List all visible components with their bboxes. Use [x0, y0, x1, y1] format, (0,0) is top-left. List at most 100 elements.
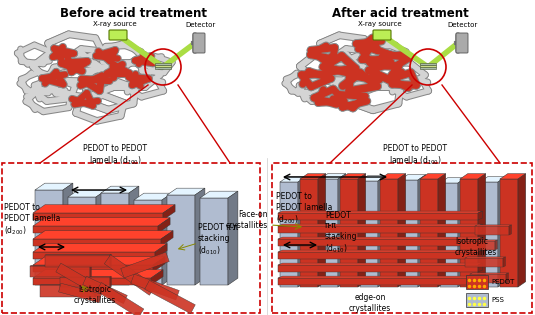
Polygon shape	[33, 226, 158, 233]
Polygon shape	[96, 190, 106, 285]
Polygon shape	[30, 266, 90, 277]
Polygon shape	[278, 239, 478, 246]
Polygon shape	[518, 174, 526, 287]
Polygon shape	[398, 174, 406, 287]
Text: PEDOT to PEDOT
lamella (d$_{100}$): PEDOT to PEDOT lamella (d$_{100}$)	[383, 144, 447, 167]
FancyBboxPatch shape	[109, 30, 127, 40]
Polygon shape	[134, 200, 162, 285]
Polygon shape	[33, 265, 153, 272]
Polygon shape	[478, 174, 486, 287]
Polygon shape	[101, 193, 129, 285]
Polygon shape	[475, 226, 509, 235]
Polygon shape	[278, 265, 478, 272]
Polygon shape	[278, 211, 483, 213]
Polygon shape	[465, 257, 506, 258]
Text: PEDOT to
PEDOT lamella
(d$_{200}$): PEDOT to PEDOT lamella (d$_{200}$)	[4, 203, 60, 237]
Text: Detector: Detector	[448, 22, 478, 28]
Polygon shape	[378, 176, 386, 287]
Polygon shape	[500, 174, 526, 179]
Polygon shape	[33, 231, 173, 239]
Polygon shape	[478, 250, 483, 259]
FancyBboxPatch shape	[2, 163, 260, 313]
Text: PEDOT: PEDOT	[491, 279, 514, 285]
Polygon shape	[155, 243, 167, 259]
Polygon shape	[101, 186, 139, 193]
Polygon shape	[278, 226, 478, 233]
Polygon shape	[503, 257, 506, 267]
Polygon shape	[465, 258, 503, 267]
Polygon shape	[68, 197, 96, 285]
Polygon shape	[480, 177, 506, 182]
Polygon shape	[509, 225, 511, 235]
Polygon shape	[129, 186, 139, 285]
Text: Detector: Detector	[185, 22, 215, 28]
Polygon shape	[110, 277, 111, 287]
Polygon shape	[338, 174, 346, 287]
Polygon shape	[33, 252, 155, 259]
Polygon shape	[478, 276, 483, 285]
Text: X-ray source: X-ray source	[93, 21, 137, 27]
Polygon shape	[506, 273, 508, 283]
Polygon shape	[420, 179, 438, 287]
FancyBboxPatch shape	[466, 293, 488, 307]
Polygon shape	[358, 174, 366, 287]
FancyBboxPatch shape	[373, 30, 391, 40]
Polygon shape	[68, 190, 106, 197]
Polygon shape	[33, 205, 175, 213]
Text: Isotropic
crystallites: Isotropic crystallites	[455, 237, 497, 257]
Polygon shape	[278, 237, 483, 239]
Polygon shape	[162, 193, 172, 285]
Polygon shape	[460, 174, 486, 179]
Polygon shape	[158, 218, 170, 233]
FancyBboxPatch shape	[456, 33, 468, 53]
Polygon shape	[478, 237, 483, 246]
Polygon shape	[96, 283, 144, 315]
Polygon shape	[278, 263, 483, 265]
Polygon shape	[104, 255, 156, 295]
Text: Isotropic
crystallites: Isotropic crystallites	[74, 285, 116, 305]
Polygon shape	[460, 241, 495, 250]
Polygon shape	[318, 174, 326, 287]
Polygon shape	[418, 175, 426, 287]
FancyBboxPatch shape	[466, 275, 488, 289]
FancyBboxPatch shape	[272, 163, 532, 313]
Text: PEDOT to PEDOT
lamella (d$_{100}$): PEDOT to PEDOT lamella (d$_{100}$)	[83, 144, 147, 167]
Polygon shape	[440, 178, 465, 183]
Polygon shape	[420, 174, 446, 179]
Polygon shape	[278, 250, 483, 252]
Polygon shape	[298, 177, 305, 287]
Polygon shape	[163, 205, 175, 220]
Polygon shape	[400, 180, 418, 287]
Polygon shape	[340, 174, 366, 179]
Polygon shape	[495, 240, 498, 250]
Polygon shape	[480, 182, 498, 287]
Text: PEDOT
π-π
stacking
(d$_{010}$): PEDOT π-π stacking (d$_{010}$)	[325, 211, 357, 255]
Polygon shape	[200, 198, 228, 285]
Polygon shape	[340, 179, 358, 287]
Text: X-ray source: X-ray source	[358, 21, 402, 27]
Polygon shape	[380, 174, 406, 179]
Polygon shape	[40, 285, 95, 297]
Polygon shape	[151, 270, 163, 285]
Polygon shape	[470, 273, 508, 274]
Polygon shape	[40, 284, 96, 285]
Polygon shape	[110, 255, 111, 267]
Polygon shape	[278, 252, 478, 259]
Polygon shape	[360, 176, 386, 181]
Polygon shape	[300, 179, 318, 287]
Text: Face-on
crystallites: Face-on crystallites	[226, 210, 268, 230]
Polygon shape	[200, 191, 238, 198]
Polygon shape	[33, 243, 167, 252]
Polygon shape	[320, 179, 338, 287]
Polygon shape	[458, 178, 465, 287]
Polygon shape	[33, 257, 165, 265]
Polygon shape	[90, 266, 91, 277]
Polygon shape	[500, 179, 518, 287]
Polygon shape	[360, 181, 378, 287]
FancyBboxPatch shape	[420, 63, 436, 65]
FancyBboxPatch shape	[420, 65, 436, 67]
Text: PEDOT π-π
stacking
(d$_{010}$): PEDOT π-π stacking (d$_{010}$)	[198, 223, 238, 257]
Polygon shape	[460, 240, 498, 241]
Polygon shape	[35, 190, 63, 285]
Polygon shape	[440, 183, 458, 287]
